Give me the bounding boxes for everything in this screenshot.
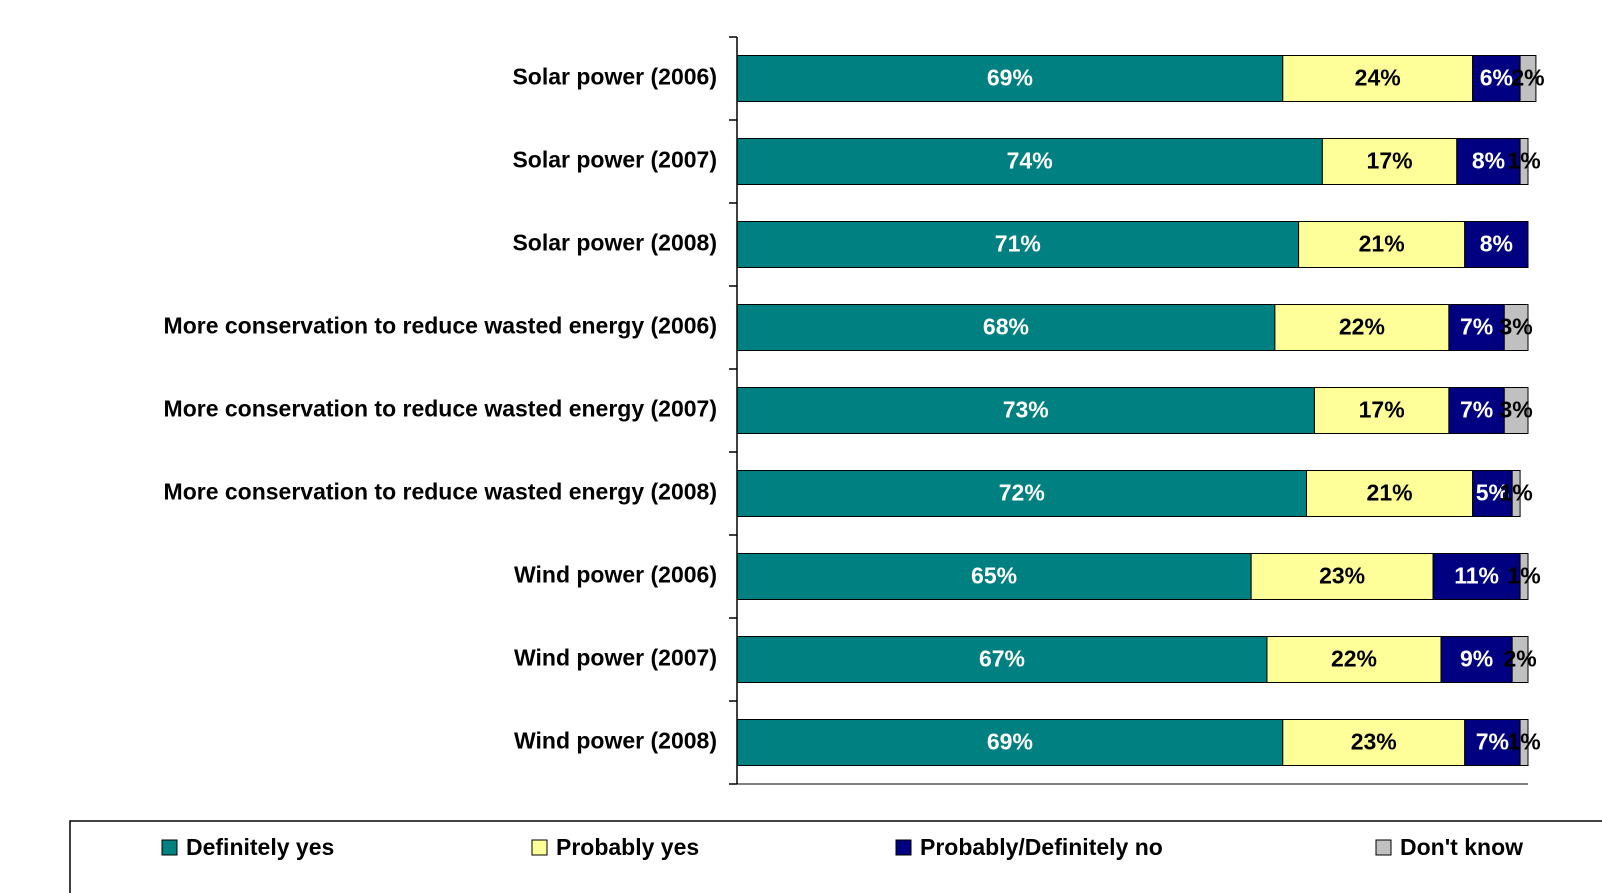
data-label: 23% <box>1319 563 1365 589</box>
data-label: 72% <box>999 480 1045 506</box>
y-tick-label: Wind power (2007) <box>514 645 717 671</box>
legend-swatch <box>1375 839 1392 856</box>
legend-label: Probably yes <box>556 834 699 860</box>
bar-segment <box>736 470 1308 517</box>
bar-segment <box>1274 304 1450 351</box>
bar-segment <box>1456 138 1521 185</box>
bar-segment <box>1519 55 1537 102</box>
bar-segment <box>1250 553 1434 600</box>
bar-segment <box>1519 719 1529 766</box>
y-tick-label: More conservation to reduce wasted energ… <box>164 479 717 505</box>
data-label: 1% <box>1500 480 1533 506</box>
data-label: 2% <box>1511 65 1544 91</box>
data-label: 21% <box>1359 231 1405 257</box>
y-tick-label: Wind power (2006) <box>514 562 717 588</box>
bar-segment <box>1472 470 1513 517</box>
bar-segment <box>1432 553 1521 600</box>
bar-segment <box>736 387 1315 434</box>
data-label: 17% <box>1367 148 1413 174</box>
data-label: 21% <box>1367 480 1413 506</box>
data-label: 73% <box>1003 397 1049 423</box>
bar-segment <box>1472 55 1521 102</box>
bar-segment <box>1440 636 1513 683</box>
data-label: 8% <box>1472 148 1505 174</box>
legend-swatch <box>895 839 912 856</box>
legend-box <box>69 820 1602 893</box>
data-label: 1% <box>1507 563 1540 589</box>
legend-label: Definitely yes <box>186 834 334 860</box>
data-label: 22% <box>1339 314 1385 340</box>
bar-segment <box>1298 221 1466 268</box>
data-label: 11% <box>1454 563 1499 589</box>
data-label: 5% <box>1476 480 1509 506</box>
data-label: 7% <box>1460 397 1493 423</box>
bar-segment <box>1503 304 1529 351</box>
bar-segment <box>1282 55 1474 102</box>
bar-segment <box>1464 221 1529 268</box>
bar-segment <box>1321 138 1458 185</box>
legend-swatch <box>531 839 548 856</box>
data-label: 22% <box>1331 646 1377 672</box>
data-label: 1% <box>1507 148 1540 174</box>
legend-swatch <box>161 839 178 856</box>
data-label: 2% <box>1503 646 1536 672</box>
bar-segment <box>1503 387 1529 434</box>
legend-label: Don't know <box>1400 834 1523 860</box>
bar-segment <box>1313 387 1450 434</box>
data-label: 7% <box>1476 729 1509 755</box>
bar-segment <box>1448 387 1505 434</box>
y-tick-label: Solar power (2008) <box>512 230 717 256</box>
bar-segment <box>736 55 1284 102</box>
y-tick-label: Solar power (2007) <box>512 147 717 173</box>
y-tick-label: Wind power (2008) <box>514 728 717 754</box>
bar-segment <box>736 636 1268 683</box>
data-label: 3% <box>1500 314 1533 340</box>
bar-segment <box>1306 470 1474 517</box>
y-tick-label: More conservation to reduce wasted energ… <box>164 396 717 422</box>
bar-segment <box>1519 138 1529 185</box>
bar-segment <box>1511 636 1529 683</box>
data-label: 23% <box>1351 729 1397 755</box>
data-label: 8% <box>1480 231 1513 257</box>
data-label: 1% <box>1507 729 1540 755</box>
data-label: 67% <box>979 646 1025 672</box>
data-label: 9% <box>1460 646 1493 672</box>
legend-label: Probably/Definitely no <box>920 834 1163 860</box>
data-label: 74% <box>1007 148 1053 174</box>
data-label: 6% <box>1480 65 1513 91</box>
data-label: 3% <box>1500 397 1533 423</box>
y-tick-label: More conservation to reduce wasted energ… <box>164 313 717 339</box>
bar-segment <box>1519 553 1529 600</box>
bar-segment <box>1282 719 1466 766</box>
data-label: 68% <box>983 314 1029 340</box>
data-label: 71% <box>995 231 1041 257</box>
data-label: 7% <box>1460 314 1493 340</box>
bar-segment <box>1448 304 1505 351</box>
data-label: 24% <box>1355 65 1401 91</box>
bar-segment <box>1511 470 1521 517</box>
data-label: 17% <box>1359 397 1405 423</box>
data-label: 65% <box>971 563 1017 589</box>
y-tick-label: Solar power (2006) <box>512 64 717 90</box>
data-label: 69% <box>987 65 1033 91</box>
bar-segment <box>1464 719 1521 766</box>
data-label: 69% <box>987 729 1033 755</box>
bar-segment <box>736 719 1284 766</box>
